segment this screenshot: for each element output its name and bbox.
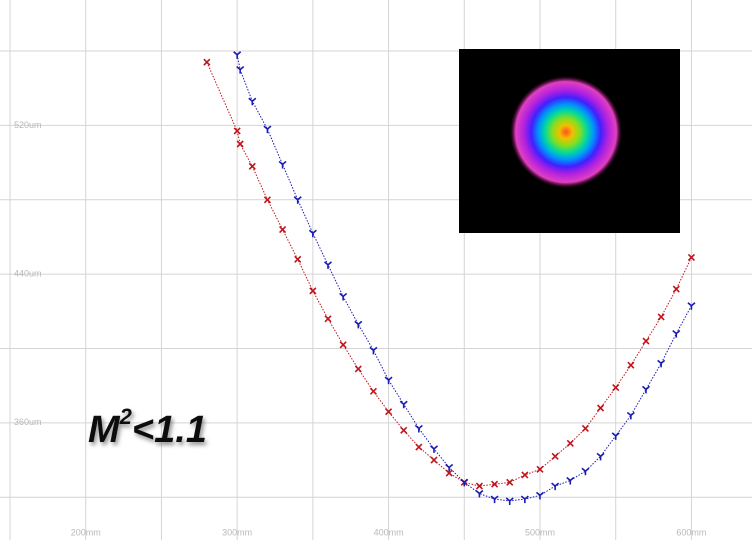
annotation-rest: <1.1 [132,409,207,451]
x-tick-label: 200mm [71,527,101,537]
y-tick-label: 440um [14,269,42,279]
beam-profile [510,76,622,188]
y-tick-label: 360um [14,417,42,427]
annotation-base: M [88,409,121,451]
y-tick-label: 520um [14,120,42,130]
x-tick-label: 300mm [222,527,252,537]
x-tick-label: 500mm [525,527,555,537]
x-tick-label: 400mm [374,527,404,537]
annotation: M2<1.1 [88,404,207,451]
page: 200mm 300mm 400mm 500mm 600mm 520um 440um 360um… [0,0,752,545]
annotation-sup: 2 [119,404,133,429]
x-tick-label: 600mm [676,527,706,537]
chart: 200mm 300mm 400mm 500mm 600mm 520um 440um 360um… [0,0,752,540]
